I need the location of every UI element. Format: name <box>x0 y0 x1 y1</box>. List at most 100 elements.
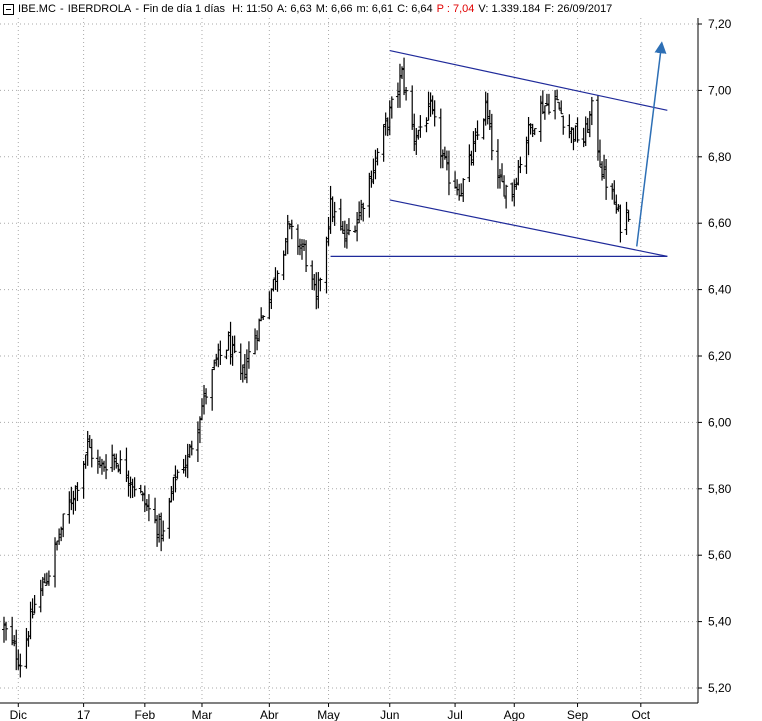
ohlc-bar <box>412 113 417 152</box>
y-tick-label: 7,20 <box>708 17 732 31</box>
ohlc-bar <box>261 315 266 321</box>
ohlc-bar <box>540 90 545 115</box>
ohlc-bar <box>224 349 229 360</box>
price-field: P : 7,04 <box>436 3 475 15</box>
ohlc-bar <box>202 384 207 415</box>
open-field: A: 6,63 <box>276 3 312 15</box>
ohlc-bar <box>387 100 392 136</box>
ohlc-bar <box>95 449 100 474</box>
symbol-code: IBE.MC <box>18 3 56 15</box>
x-tick-label: Oct <box>631 708 650 721</box>
ohlc-bar <box>181 458 186 474</box>
ohlc-bar <box>330 196 335 223</box>
ohlc-bar <box>302 239 307 252</box>
ohlc-bar <box>161 520 166 542</box>
channel-line <box>389 199 668 257</box>
close-field: C: 6,64 <box>397 3 433 15</box>
ohlc-bar <box>581 127 586 148</box>
x-tick-label: Jul <box>447 708 462 721</box>
ohlc-bar <box>500 163 505 183</box>
collapse-icon[interactable] <box>3 3 14 15</box>
ohlc-bar <box>369 170 374 188</box>
period-label: Fin de día 1 días <box>143 3 225 15</box>
ohlc-bar <box>110 444 115 472</box>
ohlc-bar <box>214 353 219 367</box>
ohlc-bar <box>381 124 386 162</box>
ohlc-bar <box>259 307 264 322</box>
ohlc-bars <box>2 57 631 678</box>
y-tick-label: 6,20 <box>708 349 732 363</box>
ohlc-bar <box>175 469 180 479</box>
ohlc-bar <box>97 456 102 469</box>
ohlc-bar <box>104 454 109 480</box>
ohlc-bar <box>144 499 149 512</box>
ohlc-bar <box>295 224 300 255</box>
ohlc-bar <box>69 486 74 511</box>
ohlc-bar <box>257 318 262 342</box>
ohlc-bar <box>610 183 615 200</box>
ohlc-bar <box>371 158 376 185</box>
ohlc-bar <box>604 159 609 200</box>
x-tick-label: Abr <box>260 708 279 721</box>
ohlc-bar <box>216 343 221 368</box>
ohlc-bar <box>510 182 515 202</box>
ohlc-bar <box>153 497 158 524</box>
ohlc-bar <box>228 321 233 365</box>
y-tick-label: 6,80 <box>708 150 732 164</box>
y-tick-label: 5,40 <box>708 615 732 629</box>
chart-header: IBE.MC - IBERDROLA - Fin de día 1 días H… <box>0 0 700 18</box>
ohlc-bar <box>618 204 623 243</box>
ohlc-bar <box>118 450 123 475</box>
ohlc-bar <box>555 89 560 101</box>
ohlc-bar <box>2 616 6 643</box>
ohlc-bar <box>310 260 315 290</box>
ohlc-bar <box>316 272 321 309</box>
ohlc-bar <box>18 653 23 678</box>
ohlc-bar <box>342 220 347 248</box>
ohlc-bar <box>218 340 223 365</box>
ohlc-bar <box>204 388 209 405</box>
ohlc-bar <box>75 482 80 502</box>
ohlc-bar <box>567 114 572 139</box>
breakout-arrow <box>635 41 667 247</box>
ohlc-bar <box>375 148 380 166</box>
ohlc-bar <box>40 576 45 596</box>
ohlc-bar <box>383 112 388 136</box>
ohlc-bar <box>428 92 433 117</box>
ohlc-bar <box>553 90 558 120</box>
ohlc-bar <box>512 179 517 207</box>
ohlc-bar <box>557 101 562 110</box>
ohlc-bar <box>126 470 131 497</box>
ohlc-bar <box>67 491 72 524</box>
ohlc-bar <box>244 349 249 384</box>
ohlc-bar <box>38 579 43 613</box>
x-tick-label: Mar <box>192 708 213 721</box>
y-tick-label: 6,60 <box>708 216 732 230</box>
ohlc-bar <box>338 198 343 231</box>
x-axis: Dic 17 Feb Mar Abr May Jun Jul Ago Sep Oct <box>10 703 651 721</box>
ohlc-bar <box>526 117 531 156</box>
ohlc-bar <box>299 239 304 260</box>
ohlc-bar <box>89 438 94 468</box>
ohlc-bar <box>189 440 194 456</box>
ohlc-bar <box>53 537 58 588</box>
ohlc-bar <box>502 175 507 197</box>
ohlc-bar <box>267 291 272 320</box>
ohlc-bar <box>16 649 21 670</box>
y-tick-label: 7,00 <box>708 83 732 97</box>
x-tick-label: Ago <box>504 708 526 721</box>
ohlc-bar <box>416 129 421 140</box>
ohlc-bar <box>455 179 460 196</box>
ohlc-bar <box>524 136 529 174</box>
ohlc-bar <box>24 627 29 669</box>
ohlc-bar <box>485 92 490 125</box>
y-tick-label: 5,80 <box>708 482 732 496</box>
ohlc-bar <box>199 398 204 421</box>
ohlc-bar <box>353 225 358 233</box>
ohlc-bar <box>314 272 319 310</box>
ohlc-bar <box>283 237 288 256</box>
ohlc-bar <box>602 154 607 179</box>
ohlc-bar <box>285 214 290 255</box>
ohlc-bar <box>83 454 88 469</box>
